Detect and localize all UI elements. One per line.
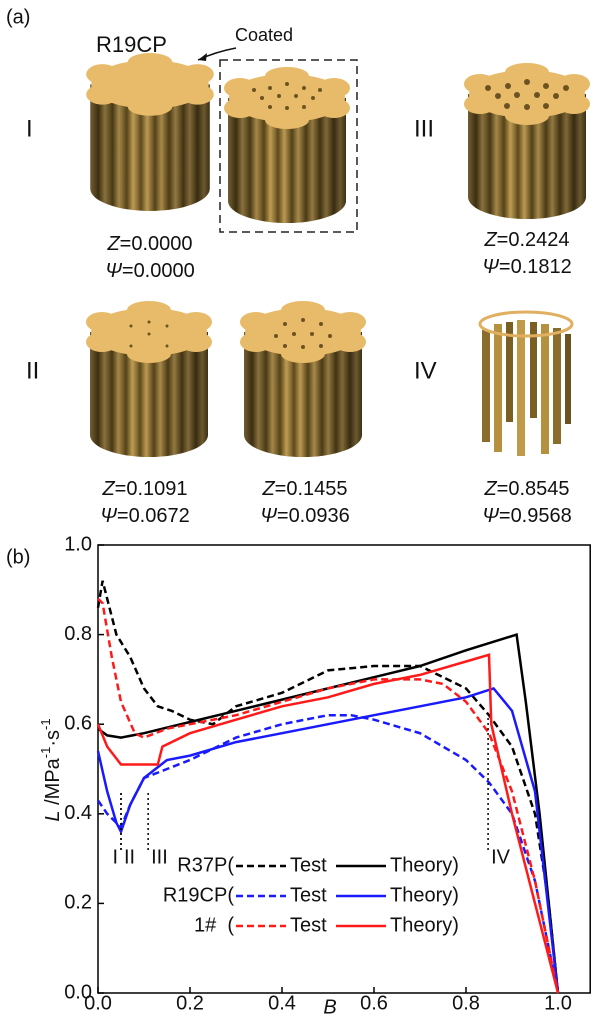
legend-label: Test [290, 914, 327, 936]
stage-label: IV [414, 357, 437, 384]
equals: = [277, 505, 289, 527]
parameter: Ψ=0.1812 [482, 256, 571, 278]
y-axis-label: L /MPa-1·s-1 [38, 718, 64, 821]
panel-label: (a) [6, 6, 30, 28]
cylinder [240, 301, 366, 457]
value: 0.2424 [508, 229, 569, 251]
symbol: Z [106, 233, 120, 255]
symbol: Ψ [260, 505, 277, 527]
x-tick-label: 0.4 [268, 992, 296, 1014]
y-unit: /MPa [42, 757, 64, 810]
value: 0.0672 [129, 505, 190, 527]
cylinder [224, 67, 350, 223]
legend-label: Test [290, 854, 327, 876]
parameter: Z=0.0000 [106, 233, 192, 255]
legend-group: R37P( [177, 854, 234, 876]
legend-label: Test [290, 884, 327, 906]
parameter: Z=0.2424 [483, 229, 569, 251]
parameter: Z=0.8545 [483, 478, 569, 500]
arrow-head [198, 53, 207, 61]
cylinder [86, 53, 214, 211]
stage-label: IV [491, 846, 511, 868]
legend-label: Theory) [390, 914, 459, 936]
symbol: Z [483, 478, 497, 500]
equals: = [497, 478, 509, 500]
stage-label: III [414, 115, 434, 142]
parameter: Ψ=0.0672 [100, 505, 189, 527]
equals: = [117, 505, 129, 527]
equals: = [275, 478, 287, 500]
x-axis-label: B [323, 996, 336, 1016]
legend-group: 1# ( [194, 914, 234, 936]
cylinder [464, 63, 590, 219]
stage-label: II [124, 846, 135, 868]
symbol: Ψ [105, 260, 122, 282]
x-tick-label: 0.8 [452, 992, 480, 1014]
legend-label: Theory) [390, 854, 459, 876]
value: 0.8545 [508, 478, 569, 500]
parameter: Ψ=0.0936 [260, 505, 349, 527]
parameter: Z=0.1455 [261, 478, 347, 500]
x-tick-label: 0.2 [176, 992, 204, 1014]
x-tick-label: 1.0 [544, 992, 572, 1014]
x-tick-label: 0.0 [84, 992, 112, 1014]
y-exp: -1 [38, 747, 53, 759]
value: 0.0936 [289, 505, 350, 527]
equals: = [122, 260, 134, 282]
parameter: Z=0.1091 [101, 478, 187, 500]
equals: = [120, 233, 132, 255]
y-tick-label: 0.4 [64, 802, 92, 824]
equals: = [115, 478, 127, 500]
symbol: Ψ [482, 256, 499, 278]
sample-name: R19CP [96, 32, 167, 57]
y-exp: -1 [38, 718, 53, 730]
value: 0.1812 [511, 256, 572, 278]
cylinder [86, 301, 212, 457]
parameter: Ψ=0.9568 [482, 505, 571, 527]
y-unit: ·s [42, 730, 64, 747]
equals: = [499, 256, 511, 278]
x-tick-label: 0.6 [360, 992, 388, 1014]
y-tick-label: 0.6 [64, 712, 92, 734]
symbol: Ψ [482, 505, 499, 527]
legend-label: Theory) [390, 884, 459, 906]
panel-label: (b) [6, 546, 30, 568]
legend-group: R19CP( [163, 884, 234, 906]
stage-label: I [112, 846, 118, 868]
parameter: Ψ=0.0000 [105, 260, 194, 282]
symbol: Z [261, 478, 275, 500]
cylinder-iv [480, 312, 572, 456]
y-tick-label: 0.8 [64, 623, 92, 645]
series-line [98, 688, 558, 993]
arrow-label: Coated [235, 25, 293, 45]
value: 0.0000 [131, 233, 192, 255]
figure: (a) R19CP Coated I II III IV Z=0.0000Ψ=0… [0, 0, 593, 1016]
stage-label: I [26, 115, 33, 142]
y-tick-label: 0.2 [64, 892, 92, 914]
symbol: Z [483, 229, 497, 251]
symbol: Ψ [100, 505, 117, 527]
y-symbol: L [42, 810, 64, 821]
value: 0.1091 [126, 478, 187, 500]
series-line [98, 655, 558, 993]
equals: = [499, 505, 511, 527]
stage-label: II [26, 357, 39, 384]
y-tick-label: 1.0 [64, 533, 92, 555]
equals: = [497, 229, 509, 251]
stage-label: III [151, 846, 168, 868]
symbol: Z [101, 478, 115, 500]
value: 0.1455 [286, 478, 347, 500]
value: 0.9568 [511, 505, 572, 527]
value: 0.0000 [134, 260, 195, 282]
